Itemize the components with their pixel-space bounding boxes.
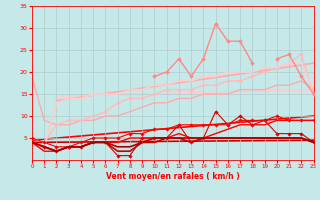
X-axis label: Vent moyen/en rafales ( km/h ): Vent moyen/en rafales ( km/h ) (106, 172, 240, 181)
